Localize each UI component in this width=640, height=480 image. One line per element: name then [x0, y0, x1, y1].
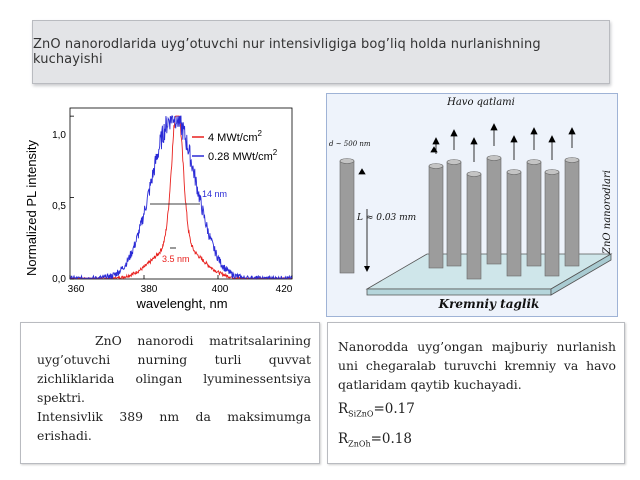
y-axis-label: Normalized PL intensity: [24, 139, 39, 276]
spectrum-caption: ZnO nanorodi matritsalarining uyg’otuvch…: [20, 322, 320, 464]
substrate-label: Kremniy taglik: [438, 297, 540, 311]
legend-label-blue: 0.28 MWt/cm2: [208, 148, 278, 163]
x-tick-label: 380: [141, 284, 158, 295]
reflection-caption: Nanorodda uyg’ongan majburiy nurlanish u…: [327, 322, 625, 464]
legend: 4 MWt/cm2 0.28 MWt/cm2: [192, 129, 278, 163]
reflectance-zno-air: RZnOh=0.18: [338, 430, 412, 449]
spectrum-caption-max: Intensivlik 389 nm da maksimumga erishad…: [37, 409, 311, 443]
reflection-caption-text: Nanorodda uyg’ongan majburiy nurlanish u…: [338, 339, 616, 392]
series-line-2: [70, 115, 293, 280]
diameter-label: d ~ 500 nm: [329, 140, 371, 148]
y-tick-label: 0,5: [52, 201, 66, 212]
plot-frame: [69, 107, 293, 280]
nanorod-isolated: [339, 160, 355, 274]
legend-label-red: 4 MWt/cm2: [208, 129, 263, 144]
pl-spectrum-chart: Normalized PL intensity wavelenght, nm 1…: [22, 96, 300, 314]
spectrum-caption-text: ZnO nanorodi matritsalarining uyg’otuvch…: [37, 333, 311, 405]
x-tick-label: 360: [68, 284, 85, 295]
slide-title: ZnO nanorodlarida uyg’otuvchi nur intens…: [33, 37, 541, 67]
annotation-14nm: 14 nm: [202, 189, 227, 199]
x-tick-label: 420: [276, 284, 293, 295]
length-label: L ≈ 0.03 mm: [356, 213, 416, 223]
air-layer-label: Havo qatlami: [446, 97, 515, 108]
y-tick-label: 1,0: [52, 130, 66, 141]
nanorod-diagram: Havo qatlami d ~ 500 nm L ≈ 0.03 mm ZnO …: [326, 93, 618, 317]
nanorods-label: ZnO nanorodlari: [602, 170, 613, 255]
annotation-3-5nm: 3.5 nm: [162, 254, 190, 264]
reflectance-si-zno: RSiZnO=0.17: [338, 401, 415, 419]
nanorod-illustration: Havo qatlami d ~ 500 nm L ≈ 0.03 mm ZnO …: [329, 97, 613, 311]
y-tick-label: 0,0: [52, 274, 66, 285]
emission-arrows: [358, 123, 576, 175]
x-axis-label: wavelenght, nm: [135, 296, 227, 311]
x-tick-label: 400: [212, 284, 229, 295]
nanorod-array: [428, 155, 580, 280]
slide-title-bar: ZnO nanorodlarida uyg’otuvchi nur intens…: [32, 20, 610, 84]
